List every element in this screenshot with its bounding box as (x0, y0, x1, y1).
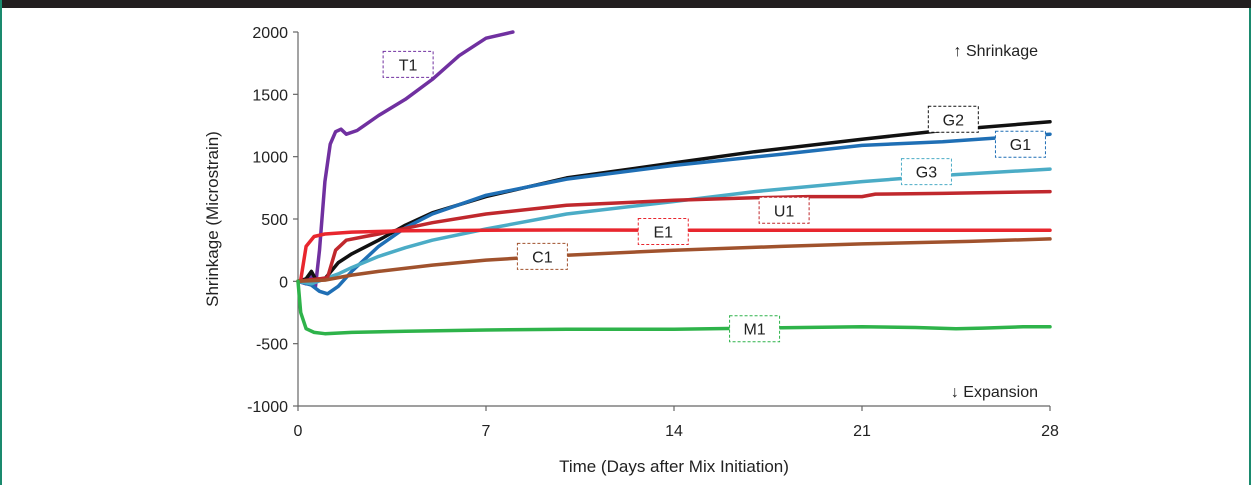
series-label-c1: C1 (532, 249, 553, 266)
series-label-m1: M1 (743, 322, 765, 339)
series-label-box (637, 217, 689, 245)
series-label-box (516, 242, 568, 270)
series-label-g3: G3 (916, 165, 937, 182)
x-tick-label: 7 (482, 423, 491, 440)
x-tick-label: 14 (665, 423, 683, 440)
series-lines (296, 30, 1052, 336)
series-line-m1 (296, 279, 1052, 336)
series-label-e1: E1 (653, 224, 673, 241)
series-label-g1: G1 (1010, 137, 1031, 154)
annotation-shrinkage: ↑ Shrinkage (954, 43, 1039, 60)
y-axis-title: Shrinkage (Microstrain) (203, 131, 222, 307)
series-label-box (758, 196, 810, 224)
series-label-box (927, 105, 979, 133)
series-label-box (729, 315, 781, 343)
x-axis-ticks: 0 7 14 21 28 (294, 406, 1059, 440)
x-tick-label: 21 (853, 423, 871, 440)
x-tick-label: 28 (1041, 423, 1059, 440)
series-labels: T1 G2 G1 G3 U1 E1 C1 M1 (382, 50, 1046, 343)
x-tick-label: 0 (294, 423, 303, 440)
y-tick-label: 2000 (252, 25, 288, 42)
y-tick-label: -1000 (247, 399, 288, 416)
y-tick-label: 1500 (252, 87, 288, 104)
series-label-u1: U1 (774, 203, 795, 220)
y-axis-ticks: -1000 -500 0 500 1000 1500 2000 (247, 25, 298, 416)
series-label-g2: G2 (943, 112, 964, 129)
y-tick-label: 0 (279, 274, 288, 291)
y-tick-label: 1000 (252, 150, 288, 167)
series-label-box (382, 50, 434, 78)
top-bar (2, 0, 1251, 8)
series-line-g1 (296, 132, 1052, 296)
series-line-u1 (296, 189, 1052, 284)
annotation-expansion: ↓ Expansion (951, 384, 1038, 401)
series-label-t1: T1 (399, 57, 418, 74)
series-label-box (900, 158, 952, 186)
y-tick-label: 500 (261, 212, 288, 229)
y-tick-label: -500 (256, 337, 288, 354)
x-axis-title: Time (Days after Mix Initiation) (559, 457, 789, 476)
series-label-box (994, 130, 1046, 158)
series-line-e1 (296, 228, 1052, 284)
